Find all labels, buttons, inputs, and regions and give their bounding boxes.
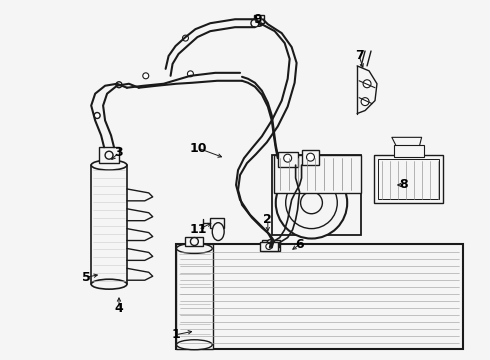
Text: 4: 4: [115, 302, 123, 315]
Circle shape: [188, 71, 194, 77]
Text: 8: 8: [399, 179, 408, 192]
Bar: [374, 155, 443, 203]
Circle shape: [307, 153, 315, 161]
Text: 7: 7: [355, 49, 364, 63]
Circle shape: [267, 239, 275, 247]
Circle shape: [266, 243, 272, 249]
Bar: [175, 244, 213, 349]
Circle shape: [105, 151, 113, 159]
Text: 6: 6: [295, 238, 304, 251]
Bar: [301, 150, 319, 165]
Text: 1: 1: [171, 328, 180, 341]
Bar: [185, 237, 203, 247]
Circle shape: [94, 113, 100, 118]
Circle shape: [191, 238, 198, 246]
Bar: [260, 242, 278, 251]
Ellipse shape: [176, 340, 212, 350]
Circle shape: [254, 16, 264, 26]
Circle shape: [363, 80, 371, 88]
Bar: [262, 239, 280, 251]
Circle shape: [284, 154, 292, 162]
Text: 2: 2: [264, 213, 272, 226]
Bar: [278, 152, 297, 167]
Bar: [394, 145, 424, 157]
Bar: [254, 15, 264, 23]
Circle shape: [116, 82, 122, 88]
Text: 5: 5: [82, 271, 91, 284]
Bar: [210, 218, 224, 228]
Bar: [175, 244, 464, 349]
Ellipse shape: [286, 177, 337, 229]
Ellipse shape: [91, 279, 127, 289]
Ellipse shape: [91, 160, 127, 170]
Circle shape: [251, 19, 259, 27]
Circle shape: [182, 35, 189, 41]
Ellipse shape: [276, 167, 347, 239]
Bar: [272, 155, 361, 235]
Text: 11: 11: [190, 223, 207, 236]
Ellipse shape: [176, 243, 212, 253]
Bar: [378, 159, 440, 199]
Bar: [274, 155, 361, 193]
Text: 3: 3: [115, 146, 123, 159]
Circle shape: [143, 73, 149, 79]
Bar: [99, 147, 119, 163]
Circle shape: [361, 98, 369, 105]
Text: 10: 10: [190, 142, 207, 155]
Text: 9: 9: [254, 13, 262, 26]
Ellipse shape: [300, 192, 322, 214]
Ellipse shape: [212, 223, 224, 240]
